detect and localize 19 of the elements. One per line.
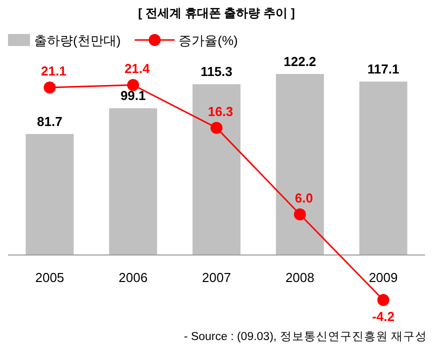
data-label: 117.1 xyxy=(367,62,400,77)
data-label: 115.3 xyxy=(200,64,232,80)
data-label: 99.1 xyxy=(120,88,146,104)
legend-label: 증가율(%) xyxy=(178,33,238,48)
x-tick-label: 2007 xyxy=(202,270,231,285)
data-label: 6.0 xyxy=(294,190,313,206)
text: - Source : (09.03), 정보통신연구진흥원 재구성 xyxy=(184,331,427,343)
data-label: -4.2 xyxy=(372,309,395,324)
data-label: 21.4 xyxy=(124,61,151,76)
x-tick-label: 2008 xyxy=(285,270,314,285)
x-tick-label: 2006 xyxy=(118,270,148,285)
data-label: 21.1 xyxy=(41,64,66,79)
title: [ 전세계 휴대폰 출하량 추이 ] xyxy=(138,6,295,20)
data-label: 16.3 xyxy=(208,104,234,119)
x-tick-label: 2005 xyxy=(35,270,64,285)
legend-label: 출하량(천만대) xyxy=(34,33,121,48)
data-label: 81.7 xyxy=(37,114,62,129)
x-tick-label: 2009 xyxy=(368,270,398,285)
data-label: 122.2 xyxy=(284,54,316,69)
